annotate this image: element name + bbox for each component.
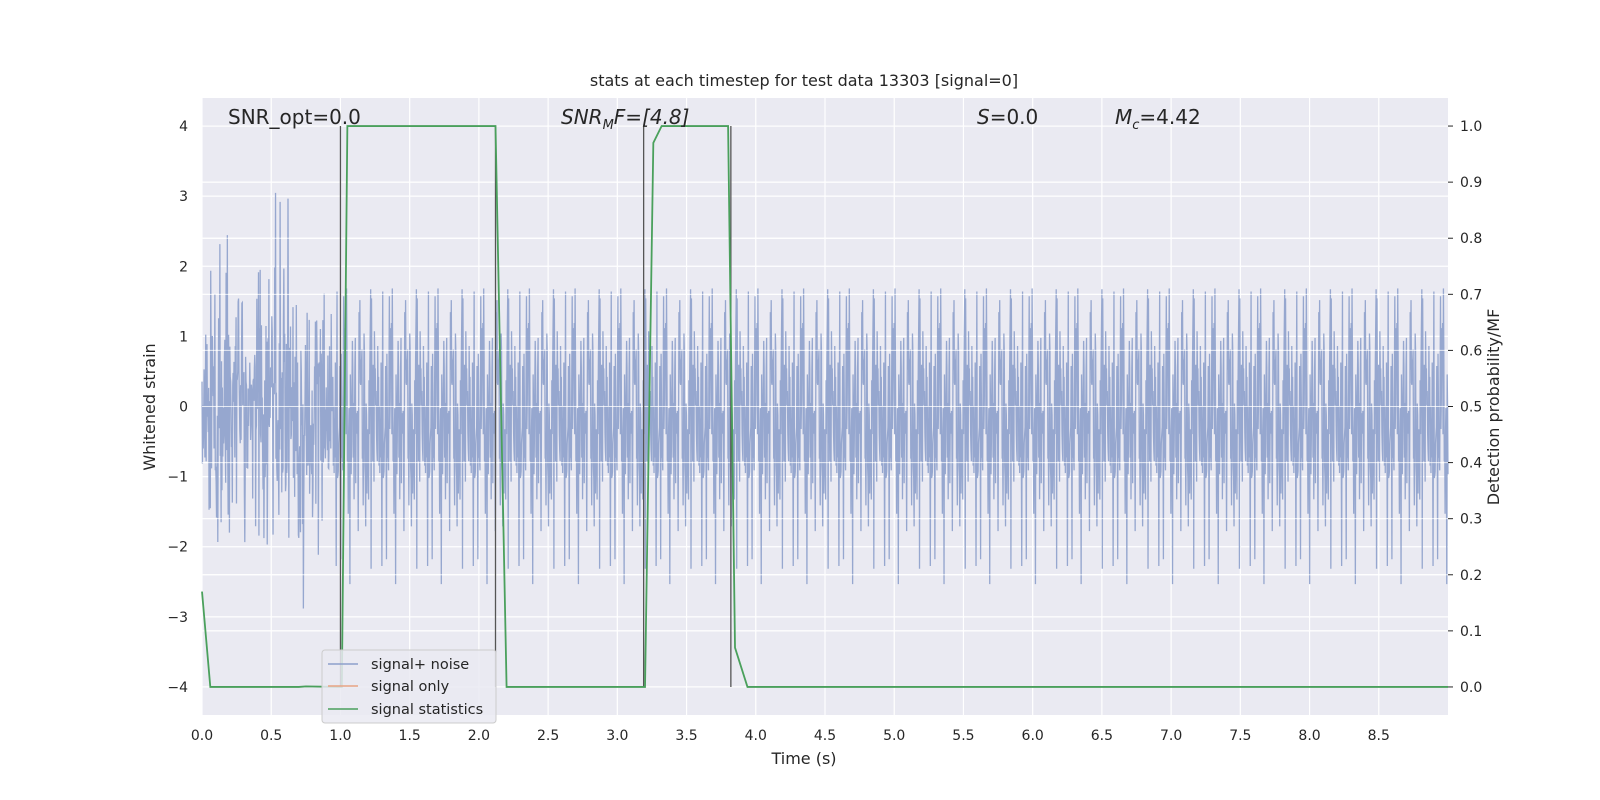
y-right-tick-label: 0.0 [1460, 680, 1482, 696]
legend: signal+ noise signal only signal statist… [321, 649, 497, 724]
x-tick-label: 1.0 [329, 728, 351, 744]
y-left-tick-label: −2 [167, 540, 188, 556]
x-tick-label: 0.0 [191, 728, 213, 744]
y-left-tick-label: −3 [167, 610, 188, 626]
x-tick-label: 3.5 [675, 728, 697, 744]
x-tick-label: 3.0 [606, 728, 628, 744]
x-tick-labels: 0.0 0.5 1.0 1.5 2.0 2.5 3.0 3.5 4.0 4.5 5.0 5.5 6.0 6… [191, 728, 1390, 744]
x-axis-label: Time (s) [770, 749, 836, 768]
x-tick-label: 5.0 [883, 728, 905, 744]
y-left-tick-label: 1 [179, 329, 188, 345]
y-left-tick-label: 4 [179, 119, 188, 135]
y-right-tick-labels: 0.0 0.1 0.2 0.3 0.4 0.5 0.6 0.7 0.8 0.9 1.0 [1448, 119, 1482, 696]
x-tick-label: 4.0 [745, 728, 767, 744]
x-tick-label: 0.5 [260, 728, 282, 744]
x-tick-label: 7.5 [1229, 728, 1251, 744]
x-tick-label: 7.0 [1160, 728, 1182, 744]
annotation-mc: Mc=4.42 [1115, 105, 1201, 133]
y-left-tick-label: 2 [179, 259, 188, 275]
y-left-tick-labels: −4 −3 −2 −1 0 1 2 3 4 [167, 119, 188, 696]
x-tick-label: 4.5 [814, 728, 836, 744]
y-right-tick-label: 0.1 [1460, 624, 1482, 640]
y-left-tick-label: −4 [167, 680, 188, 696]
y-right-tick-label: 1.0 [1460, 119, 1482, 135]
y-axis-label-right: Detection probability/MF [1484, 309, 1503, 506]
legend-label-signal-only: signal only [371, 679, 450, 695]
y-left-tick-label: −1 [167, 470, 188, 486]
signal-noise-line [201, 192, 1449, 609]
x-tick-label: 2.0 [468, 728, 490, 744]
y-right-tick-label: 0.8 [1460, 231, 1482, 247]
y-right-tick-label: 0.9 [1460, 175, 1482, 191]
annotation-snr-mf: SNRMF=[4.8] [561, 105, 689, 133]
signal-statistics-line [201, 125, 1448, 688]
y-right-tick-label: 0.5 [1460, 400, 1482, 416]
x-tick-label: 2.5 [537, 728, 559, 744]
y-right-tick-label: 0.3 [1460, 512, 1482, 528]
x-tick-label: 8.0 [1298, 728, 1320, 744]
x-tick-label: 6.0 [1022, 728, 1044, 744]
y-axis-label-left: Whitened strain [140, 343, 159, 470]
chart-title: stats at each timestep for test data 133… [590, 71, 1018, 90]
y-right-tick-label: 0.6 [1460, 343, 1482, 359]
marker-lines [339, 126, 732, 687]
x-tick-label: 1.5 [399, 728, 421, 744]
x-tick-label: 6.5 [1091, 728, 1113, 744]
annotation-s-stat: S=0.0 [977, 105, 1038, 129]
x-tick-label: 8.5 [1368, 728, 1390, 744]
y-right-tick-label: 0.7 [1460, 287, 1482, 303]
annotation-snr-opt: SNR_opt=0.0 [228, 105, 361, 129]
x-tick-label: 5.5 [952, 728, 974, 744]
y-left-tick-label: 0 [179, 400, 188, 416]
y-left-tick-label: 3 [179, 189, 188, 205]
y-right-tick-label: 0.4 [1460, 456, 1482, 472]
signal-statistics-series [201, 125, 1448, 688]
legend-box [321, 649, 497, 724]
legend-label-signal-statistics: signal statistics [371, 702, 483, 718]
signal-noise-series [201, 192, 1449, 609]
legend-label-signal-noise: signal+ noise [371, 657, 469, 673]
y-right-tick-label: 0.2 [1460, 568, 1482, 584]
